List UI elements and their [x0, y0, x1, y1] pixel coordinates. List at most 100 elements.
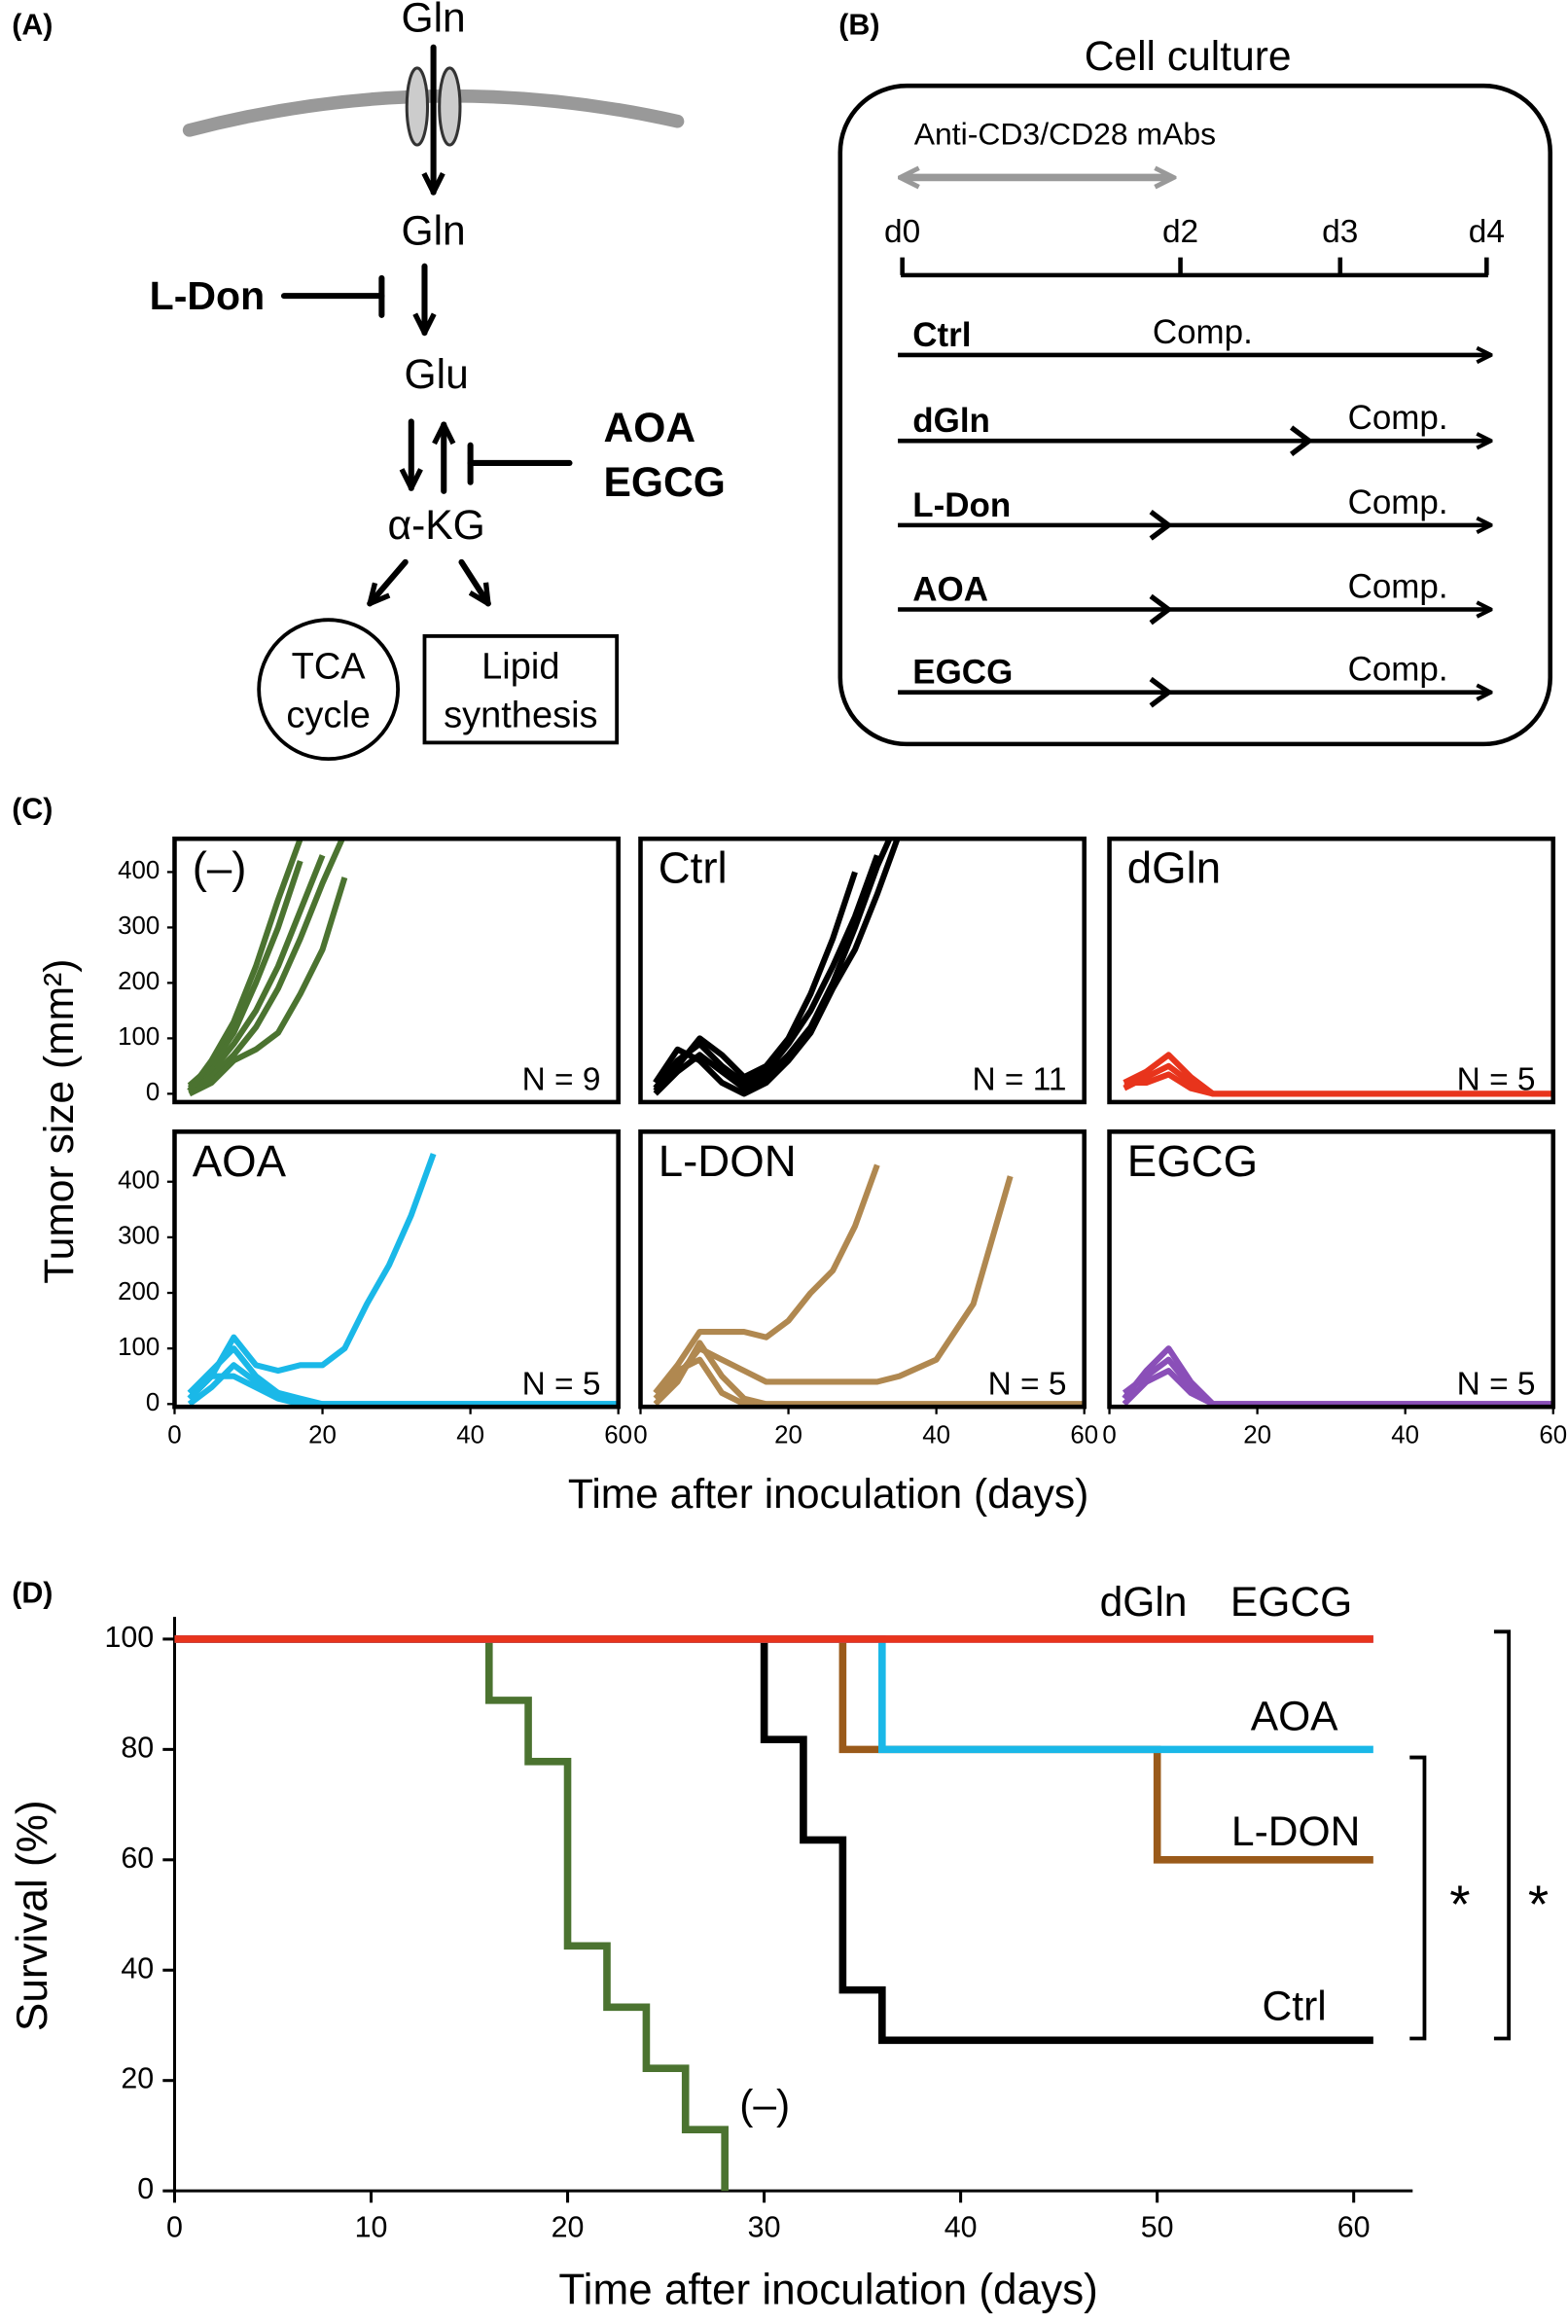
x-tick-label: 10	[355, 2211, 388, 2244]
medium-change	[1149, 510, 1173, 541]
condition-label: EGCG	[912, 654, 1013, 692]
y-tick-label: 200	[118, 968, 160, 995]
condition-note: Comp.	[1348, 651, 1448, 689]
sample-size: N = 5	[522, 1367, 601, 1403]
tumor-curve	[653, 1163, 880, 1395]
condition-note: Comp.	[1348, 399, 1448, 437]
day-label: d0	[884, 214, 920, 250]
y-tick-label: 40	[121, 1951, 154, 1984]
series-group	[653, 1163, 1085, 1408]
condition-note: Comp.	[1348, 483, 1448, 521]
tumor-curve	[188, 876, 348, 1097]
condition-label: Ctrl	[912, 316, 971, 354]
panel-label: (B)	[838, 8, 879, 41]
pathway: Lipid	[481, 646, 559, 687]
x-tick-label: 40	[922, 1421, 950, 1448]
panel-c: (C) Tumor size (mm²) Time after inoculat…	[12, 792, 1567, 1518]
day-label: d3	[1322, 214, 1358, 250]
y-tick-label: 60	[121, 1841, 154, 1875]
tca-circle	[257, 618, 401, 762]
y-axis-label: Survival (%)	[9, 1801, 56, 2032]
metabolite: α-KG	[387, 502, 484, 549]
subplot: AOA N = 5 0 100 200 300 400 0 20 40 60	[118, 1129, 632, 1448]
tumor-curve	[187, 839, 303, 1093]
medium-change	[1149, 676, 1173, 708]
tumor-curve	[1123, 1071, 1553, 1097]
inhibitor: EGCG	[603, 459, 725, 506]
x-tick-label: 60	[1337, 2211, 1371, 2244]
culture-box	[837, 83, 1552, 747]
subplot-frame	[1107, 836, 1556, 1105]
tumor-curve	[653, 1340, 1085, 1408]
significance-star: *	[1449, 1874, 1470, 1934]
subplot: (–) N = 9 0 100 200 300 400	[118, 836, 621, 1106]
tumor-curve	[653, 1175, 1014, 1401]
series-group	[1123, 1052, 1553, 1097]
lipid-box	[422, 633, 620, 745]
tumor-curve	[653, 839, 901, 1097]
subplot-title: EGCG	[1127, 1136, 1258, 1186]
subplot: Ctrl N = 11	[638, 836, 1087, 1105]
subplot-title: dGln	[1127, 843, 1221, 893]
tumor-curve	[187, 1153, 437, 1401]
x-tick-label: 30	[748, 2211, 781, 2244]
survival-curve	[174, 1635, 729, 2192]
x-tick-label: 0	[166, 2211, 183, 2244]
arrow	[370, 558, 409, 604]
y-tick-label: 100	[118, 1023, 160, 1051]
y-tick-label: 80	[121, 1731, 154, 1764]
x-tick-label: 0	[167, 1421, 181, 1448]
series-group	[187, 839, 348, 1097]
condition-note: Comp.	[1153, 313, 1253, 351]
x-tick-label: 0	[633, 1421, 647, 1448]
x-tick-label: 60	[1070, 1421, 1098, 1448]
series-group	[187, 1153, 619, 1408]
significance-star: *	[1528, 1874, 1549, 1934]
x-tick-label: 20	[308, 1421, 337, 1448]
series-label: (–)	[739, 2082, 790, 2128]
panel-b: (B) Cell culture Anti-CD3/CD28 mAbs d0 d2…	[837, 8, 1552, 747]
subplot-frame	[172, 1129, 621, 1410]
x-tick-label: 20	[774, 1421, 802, 1448]
tumor-curve	[187, 854, 326, 1091]
subplot-title: (–)	[193, 843, 247, 893]
subplot: EGCG N = 5 0 20 40 60	[1102, 1129, 1567, 1448]
x-tick-label: 20	[1243, 1421, 1271, 1448]
metabolite: Glu	[405, 351, 469, 398]
inhibitor: L-Don	[150, 273, 266, 318]
metabolite: Gln	[401, 0, 465, 42]
transporter	[438, 66, 462, 147]
subplot: L-DON N = 5 0 20 40 60	[633, 1129, 1098, 1448]
x-tick-label: 60	[1539, 1421, 1567, 1448]
sample-size: N = 5	[1457, 1061, 1536, 1097]
pathway: synthesis	[444, 696, 597, 736]
y-tick-label: 100	[118, 1334, 160, 1361]
y-tick-label: 200	[118, 1278, 160, 1305]
y-tick-label: 0	[137, 2172, 154, 2205]
y-tick-label: 20	[121, 2062, 154, 2095]
sample-size: N = 5	[1457, 1367, 1536, 1403]
stimulation-label: Anti-CD3/CD28 mAbs	[914, 116, 1216, 151]
x-tick-label: 50	[1141, 2211, 1174, 2244]
sample-size: N = 9	[522, 1061, 601, 1097]
y-tick-label: 400	[118, 1167, 160, 1195]
tumor-curve	[188, 839, 346, 1094]
subplot-frame	[1107, 1129, 1556, 1410]
x-tick-label: 0	[1102, 1421, 1116, 1448]
tumor-curve	[653, 871, 858, 1093]
day-label: d4	[1469, 214, 1505, 250]
pathway: cycle	[286, 696, 371, 736]
series-group	[1122, 1345, 1553, 1408]
arrow	[458, 558, 487, 604]
subplot-frame	[172, 836, 621, 1105]
tumor-curve	[187, 1373, 619, 1408]
panel-label: (A)	[12, 8, 53, 41]
y-axis-label: Tumor size (mm²)	[36, 959, 83, 1284]
y-tick-label: 0	[146, 1389, 160, 1416]
subplot-title: AOA	[193, 1136, 287, 1186]
x-tick-label: 40	[1391, 1421, 1419, 1448]
significance-bracket	[1409, 1755, 1427, 2041]
panel-title: Cell culture	[1085, 33, 1292, 80]
series-label: EGCG	[1230, 1579, 1352, 1626]
